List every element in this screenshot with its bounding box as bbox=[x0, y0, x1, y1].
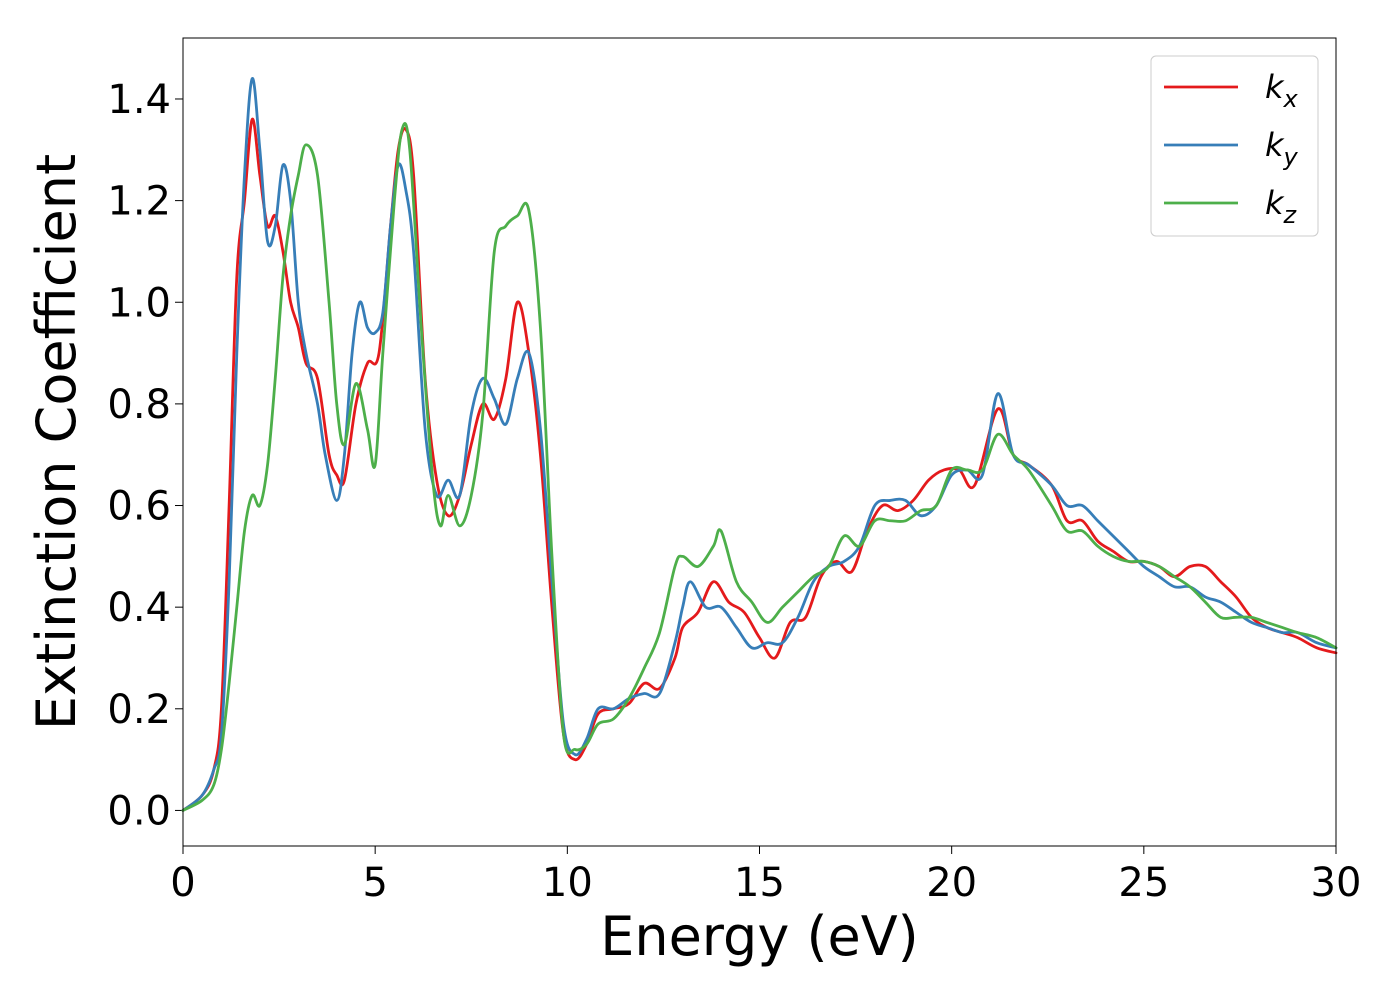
y-tick-label: 0.4 bbox=[107, 585, 171, 631]
series-line-k-z bbox=[181, 122, 1338, 812]
legend-label-k-x: kx bbox=[1265, 68, 1299, 113]
y-axis-title: Extinction Coefficient bbox=[25, 154, 88, 730]
x-tick-label: 10 bbox=[542, 860, 593, 906]
x-tick-label: 30 bbox=[1311, 860, 1362, 906]
x-tick-label: 5 bbox=[362, 860, 387, 906]
y-axis-ticks: 0.0 0.2 0.4 0.6 0.8 1.0 1.2 1.4 bbox=[107, 77, 183, 834]
legend-label-k-y: ky bbox=[1265, 126, 1299, 171]
y-tick-label: 0.0 bbox=[107, 788, 171, 834]
x-tick-label: 25 bbox=[1118, 860, 1169, 906]
plot-area-frame bbox=[182, 37, 1337, 847]
legend-label-k-z: kz bbox=[1265, 184, 1298, 229]
x-tick-label: 0 bbox=[170, 860, 195, 906]
y-tick-label: 1.2 bbox=[107, 179, 171, 225]
y-tick-label: 0.8 bbox=[107, 382, 171, 428]
legend: kx ky kz bbox=[1150, 55, 1319, 237]
x-tick-label: 15 bbox=[734, 860, 785, 906]
x-tick-label: 20 bbox=[926, 860, 977, 906]
y-tick-label: 0.2 bbox=[107, 687, 171, 733]
series-line-k-y bbox=[181, 77, 1338, 812]
y-tick-label: 0.6 bbox=[107, 484, 171, 530]
y-tick-label: 1.0 bbox=[107, 280, 171, 326]
series-lines bbox=[181, 77, 1338, 812]
y-tick-label: 1.4 bbox=[107, 77, 171, 123]
x-axis-ticks: 0 5 10 15 20 25 30 bbox=[170, 846, 1361, 906]
x-axis-title: Energy (eV) bbox=[600, 905, 919, 968]
